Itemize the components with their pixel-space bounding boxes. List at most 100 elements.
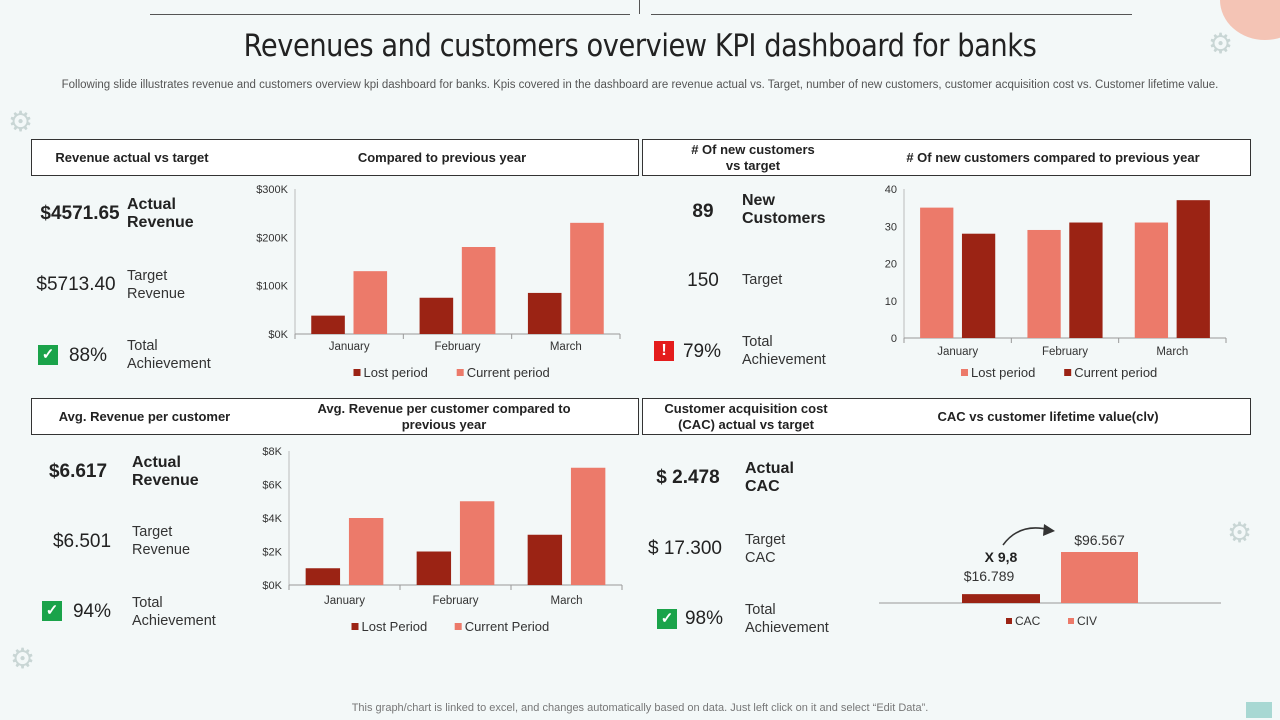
avg-revenue-header-right: Avg. Revenue per customer compared to pr… <box>294 401 594 433</box>
legend-swatch <box>961 369 968 376</box>
check-icon: ✓ <box>657 609 677 629</box>
avg-revenue-header-right-line2: previous year <box>401 417 487 432</box>
legend-label: Lost period <box>364 365 428 380</box>
multiplier-annotation: X 9,8 <box>985 549 1018 565</box>
x-tick-label: February <box>432 595 478 607</box>
bar <box>348 518 384 585</box>
bar <box>527 534 563 585</box>
revenue-actual-label-line1: Actual <box>127 196 176 213</box>
x-tick-label: February <box>1042 346 1088 358</box>
legend-swatch <box>1006 618 1012 624</box>
avg-revenue-achievement-value: 94% <box>72 601 112 622</box>
bar <box>461 247 496 334</box>
avg-revenue-achievement-label-line2: Achievement <box>132 613 216 629</box>
avg-revenue-target-label-line2: Revenue <box>132 542 191 558</box>
x-tick-label: January <box>329 341 370 353</box>
y-tick-label: $0K <box>268 329 288 341</box>
bar <box>311 315 345 334</box>
legend-label: Current period <box>467 365 550 380</box>
customers-header-left-line1: # Of new customers <box>691 142 815 157</box>
customers-achievement-label-line2: Achievement <box>742 352 826 368</box>
y-tick-label: $300K <box>256 184 288 196</box>
revenue-actual-label-line2: Revenue <box>127 214 194 231</box>
avg-revenue-actual-label: Actual Revenue <box>132 454 199 490</box>
y-tick-label: $100K <box>256 281 288 293</box>
revenue-achievement-label-line2: Achievement <box>127 356 211 372</box>
y-tick-label: $2K <box>262 547 282 559</box>
bar <box>570 222 604 334</box>
legend-label: CIV <box>1077 614 1097 628</box>
y-tick-label: 30 <box>885 221 897 233</box>
cac-target-label-line1: Target <box>745 532 786 548</box>
check-icon: ✓ <box>38 345 58 365</box>
bar <box>527 292 562 334</box>
y-tick-label: $4K <box>262 513 282 525</box>
revenue-header-right: Compared to previous year <box>357 150 527 165</box>
legend-label: CAC <box>1015 614 1041 628</box>
y-tick-label: 10 <box>885 296 897 308</box>
bar <box>570 467 606 585</box>
bar <box>353 271 388 334</box>
page-subtitle: Following slide illustrates revenue and … <box>61 79 1219 91</box>
page-title: Revenues and customers overview KPI dash… <box>243 28 1037 64</box>
gear-icon: ⚙ <box>1227 517 1253 548</box>
x-tick-label: January <box>937 346 978 358</box>
customers-actual-label: New Customers <box>742 192 826 228</box>
customers-header-right: # Of new customers compared to previous … <box>906 150 1200 165</box>
legend-label: Lost Period <box>362 619 428 634</box>
x-tick-label: March <box>1156 346 1188 358</box>
y-tick-label: 40 <box>885 184 897 196</box>
avg-revenue-target-value: $6.501 <box>52 531 112 552</box>
gear-icon: ⚙ <box>10 643 36 674</box>
top-divider-tick <box>639 0 640 14</box>
avg-revenue-actual-value: $6.617 <box>48 461 108 482</box>
customers-achievement-label-line1: Total <box>742 334 773 350</box>
legend-swatch <box>353 369 361 376</box>
bar <box>1027 229 1061 338</box>
bar <box>1061 552 1138 603</box>
bar <box>419 297 454 334</box>
customers-target-label-line1: Target <box>742 272 783 288</box>
legend-swatch <box>1064 369 1072 376</box>
avg-revenue-achievement-label-line1: Total <box>132 595 163 611</box>
bar <box>305 568 341 585</box>
customers-actual-label-line2: Customers <box>742 210 826 227</box>
customers-actual-value: 89 <box>692 201 714 222</box>
y-tick-label: 20 <box>885 259 897 271</box>
legend-swatch <box>351 623 359 630</box>
revenue-achievement-value: 88% <box>68 345 108 366</box>
y-tick-label: 0 <box>891 333 897 345</box>
gear-icon: ⚙ <box>8 106 34 137</box>
bar <box>961 233 996 338</box>
bar <box>920 207 954 338</box>
revenue-actual-value: $4571.65 <box>40 203 120 224</box>
avg-revenue-target-label-line1: Target <box>132 524 173 540</box>
cac-actual-label-line1: Actual <box>745 460 794 477</box>
bar <box>416 551 452 585</box>
bar <box>962 594 1040 603</box>
revenue-achievement-label-line1: Total <box>127 338 158 354</box>
revenue-target-label-line1: Target <box>127 268 168 284</box>
avg-revenue-header: Avg. Revenue per customer Avg. Revenue p… <box>31 398 639 435</box>
top-divider-left <box>150 14 630 15</box>
cac-header: Customer acquisition cost (CAC) actual v… <box>642 398 1251 435</box>
customers-header-left: # Of new customers vs target <box>663 142 843 174</box>
y-tick-label: $6K <box>262 480 282 492</box>
avg-revenue-actual-label-line2: Revenue <box>132 472 199 489</box>
legend-swatch <box>456 369 464 376</box>
cac-header-right: CAC vs customer lifetime value(clv) <box>937 409 1159 424</box>
corner-square-decoration <box>1246 702 1272 718</box>
y-tick-label: $200K <box>256 232 288 244</box>
x-tick-label: March <box>551 595 583 607</box>
customers-achievement-value: 79% <box>682 341 722 362</box>
cac-achievement-label-line2: Achievement <box>745 620 829 636</box>
cac-header-left-line2: (CAC) actual vs target <box>678 417 814 432</box>
cac-target-label: Target CAC <box>745 531 785 567</box>
revenue-header-left: Revenue actual vs target <box>55 150 209 165</box>
customers-achievement-label: Total Achievement <box>742 333 826 369</box>
curved-arrow-icon <box>1002 527 1051 546</box>
bar <box>1134 222 1169 338</box>
